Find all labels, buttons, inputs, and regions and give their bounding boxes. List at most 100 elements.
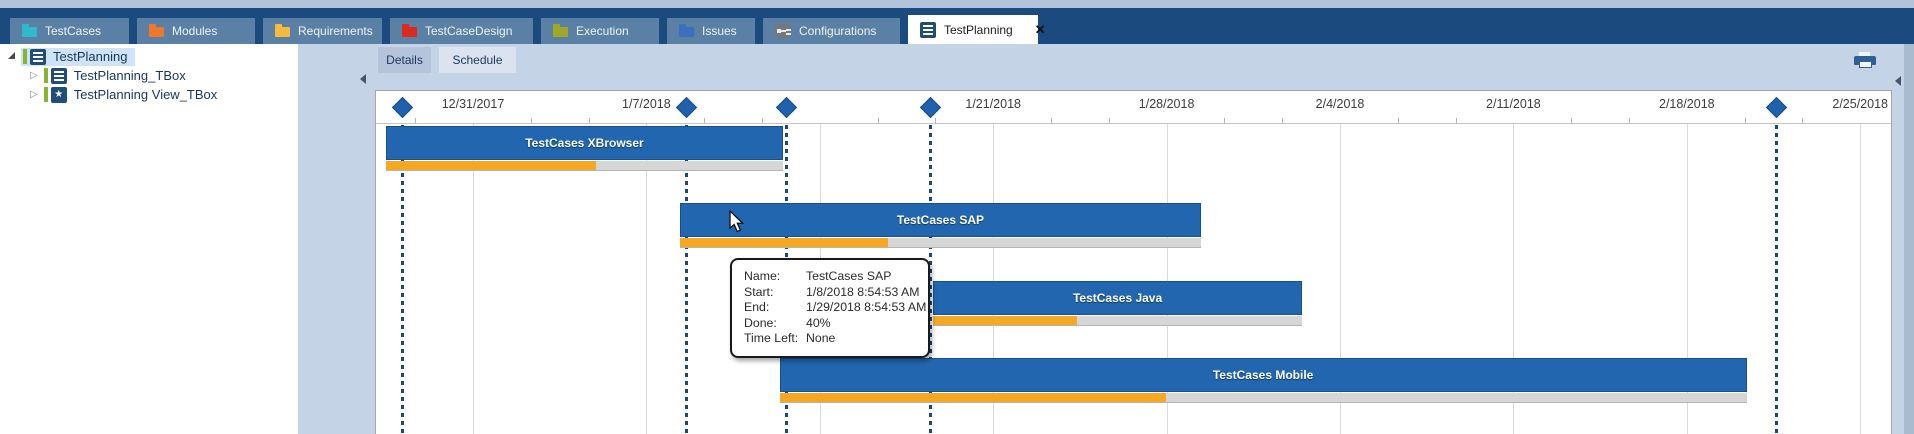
collapse-panel-left-icon[interactable] — [360, 74, 366, 84]
week-gridline — [1166, 123, 1168, 434]
tab-label: TestPlanning — [944, 22, 1013, 37]
project-tree-panel: TestPlanning ▷ TestPlanning_TBox ▷ ★ Tes… — [0, 44, 298, 434]
milestone-diamond-icon[interactable] — [391, 96, 413, 119]
progress-strip — [680, 238, 1201, 249]
tree-item-label: TestPlanning — [53, 49, 128, 64]
timeline-date-label: 2/18/2018 — [1658, 97, 1715, 111]
week-gridline — [473, 123, 474, 434]
tree-item-testplanning[interactable]: TestPlanning — [0, 47, 298, 66]
timeline-minor-tick — [1629, 118, 1630, 123]
progress-strip — [779, 392, 1747, 403]
timeline-date-label: 12/31/2017 — [441, 97, 505, 111]
timeline-minor-tick — [588, 118, 590, 123]
mouse-cursor-icon — [729, 210, 745, 233]
folder-icon — [402, 24, 417, 37]
tooltip-label: End: — [744, 300, 770, 314]
tooltip-row: Start: 1/8/2018 8:54:53 AM — [744, 285, 928, 301]
green-status-bar-icon — [43, 68, 48, 83]
timeline-date-label: 2/11/2018 — [1486, 97, 1541, 111]
tab-label: Issues — [702, 24, 737, 38]
tab-testcases[interactable]: TestCases — [10, 18, 129, 44]
expander-closed-icon[interactable]: ▷ — [30, 88, 38, 100]
milestone-diamond-icon[interactable] — [675, 96, 697, 119]
gantt-bar-label: TestCases Mobile — [779, 357, 1747, 392]
tree-item-testplanning-tbox[interactable]: ▷ TestPlanning_TBox — [0, 66, 298, 85]
timeline-minor-tick — [1282, 118, 1284, 123]
green-status-bar-icon — [23, 49, 27, 64]
timeline-minor-tick — [415, 118, 417, 123]
star-doc-icon: ★ — [50, 86, 67, 103]
gantt-bar[interactable]: TestCases XBrowser — [386, 126, 783, 171]
task-tooltip: Name: TestCases SAP Start: 1/8/2018 8:54… — [730, 258, 930, 358]
collapse-panel-right-icon[interactable] — [1895, 76, 1901, 86]
tooltip-row: Time Left: None — [744, 331, 928, 347]
timeline-minor-tick — [1397, 118, 1399, 123]
timeline-minor-tick — [1108, 118, 1110, 123]
gantt-bar[interactable]: TestCases SAP — [680, 203, 1201, 249]
tooltip-value: 1/8/2018 8:54:53 AM — [806, 284, 920, 299]
timeline-date-label: 1/7/2018 — [622, 97, 671, 111]
tooltip-label: Name: — [744, 269, 781, 283]
tree-item-label: TestPlanning_TBox — [73, 68, 186, 83]
tooltip-value: 40% — [806, 315, 831, 330]
progress-done — [933, 315, 1078, 325]
timeline-minor-tick — [704, 118, 706, 123]
timeline-minor-tick — [1744, 118, 1746, 123]
timeline-minor-tick — [1571, 118, 1573, 123]
folder-icon — [679, 24, 694, 37]
tooltip-value: None — [806, 331, 836, 345]
print-icon[interactable] — [1854, 52, 1876, 68]
progress-done — [680, 238, 889, 248]
tab-label: Execution — [576, 24, 629, 38]
list-doc-icon — [50, 67, 67, 84]
timeline-axis-line — [376, 123, 1891, 124]
week-gridline — [1860, 123, 1862, 434]
right-side-strip — [1904, 44, 1914, 434]
timeline-minor-tick — [1224, 118, 1226, 123]
tooltip-row: Done: 40% — [744, 316, 928, 332]
timeline-date-label: 2/4/2018 — [1315, 97, 1365, 111]
tab-label: Requirements — [298, 24, 373, 38]
week-gridline — [646, 123, 648, 434]
tooltip-value: TestCases SAP — [806, 269, 892, 283]
timeline-date-label: 1/21/2018 — [965, 97, 1021, 111]
tab-schedule[interactable]: Schedule — [439, 47, 516, 73]
close-icon[interactable]: ✕ — [1034, 21, 1046, 37]
folder-icon — [275, 24, 290, 37]
expander-open-icon[interactable] — [8, 52, 15, 59]
milestone-diamond-icon[interactable] — [775, 96, 797, 119]
milestone-diamond-icon[interactable] — [1765, 96, 1787, 119]
tab-label: TestCaseDesign — [425, 24, 513, 38]
tooltip-label: Done: — [744, 315, 777, 330]
tab-testcasedesign[interactable]: TestCaseDesign — [390, 18, 533, 44]
progress-strip — [386, 161, 783, 171]
timeline-minor-tick — [530, 118, 532, 123]
tab-testplanning[interactable]: TestPlanning ✕ — [908, 15, 1046, 44]
milestone-dotted-line — [400, 125, 404, 434]
milestone-diamond-icon[interactable] — [920, 96, 942, 119]
timeline-date-label: 2/25/2018 — [1832, 97, 1888, 111]
expander-closed-icon[interactable]: ▷ — [30, 69, 38, 81]
tree-item-testplanning-view-tbox[interactable]: ▷ ★ TestPlanning View_TBox — [0, 85, 298, 104]
tooltip-row: Name: TestCases SAP — [744, 269, 928, 285]
tab-issues[interactable]: Issues — [667, 18, 755, 44]
timeline-minor-tick — [1455, 118, 1457, 123]
gantt-bar[interactable]: TestCases Java — [933, 280, 1302, 326]
milestone-dotted-line — [1774, 125, 1778, 434]
tooltip-label: Start: — [744, 284, 774, 299]
gantt-bar-label: TestCases XBrowser — [386, 126, 783, 160]
tab-details[interactable]: Details — [378, 47, 431, 73]
tab-modules[interactable]: Modules — [137, 18, 255, 44]
gantt-layer: 12/31/2017 1/7/2018 1/21/2018 1/28/2018 2/4/… — [376, 91, 1891, 434]
tab-execution[interactable]: Execution — [541, 18, 659, 44]
view-toolbar: Details Schedule — [298, 44, 1914, 73]
main-tab-bar: TestCases Modules Requirements TestCaseD… — [0, 8, 1914, 44]
tab-label: Modules — [172, 24, 218, 38]
tab-label: Configurations — [799, 24, 877, 38]
progress-done — [386, 161, 597, 170]
gantt-bar[interactable]: TestCases Mobile — [779, 357, 1747, 403]
progress-done — [779, 392, 1167, 402]
tab-configurations[interactable]: Configurations — [763, 18, 900, 44]
tab-requirements[interactable]: Requirements — [263, 18, 382, 44]
milestone-dotted-line — [929, 125, 933, 434]
